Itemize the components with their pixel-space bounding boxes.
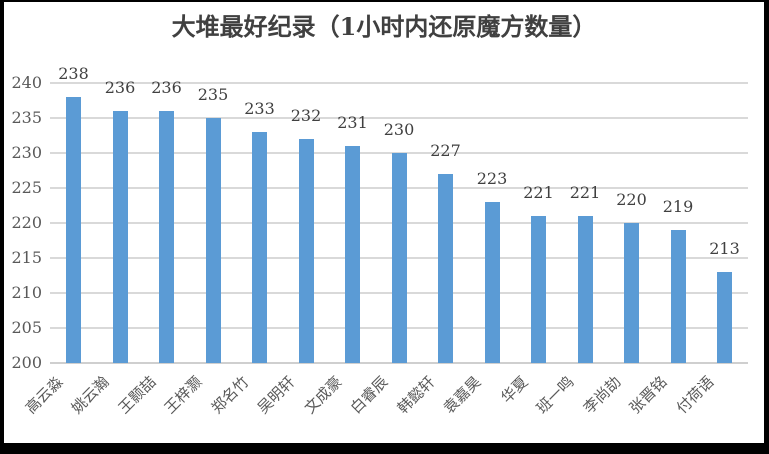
bar [484,202,500,363]
x-category-label: 王梓灏 [160,372,206,418]
bar [624,223,639,363]
bar-value-label: 220 [616,190,647,209]
x-category-label: 吴明轩 [253,372,299,418]
bar-value-label: 232 [290,106,322,125]
gridline [50,82,748,84]
x-category-label: 王颢喆 [114,372,159,418]
y-axis-tick-label: 205 [11,318,42,337]
bar [438,174,453,363]
bar [531,216,546,363]
bar-value-label: 227 [430,141,461,160]
y-axis-tick-label: 220 [11,213,42,232]
x-category-label: 付荷语 [672,372,717,418]
x-category-label: 郑名竹 [207,372,252,418]
x-category-label: 文成豪 [300,372,345,418]
bar [205,118,221,363]
x-category-label: 袁嘉昊 [439,372,485,418]
bar [670,230,686,363]
bar [577,216,593,363]
bar-value-label: 238 [58,64,89,83]
bar [717,272,732,363]
bar [159,111,174,363]
bar-value-label: 233 [244,99,275,118]
y-axis-tick-label: 230 [11,143,42,162]
bar [112,111,128,363]
x-category-label: 高云淼 [21,372,66,418]
x-category-label: 韩懿轩 [393,372,438,418]
bar [66,97,81,363]
bar-value-label: 230 [383,120,415,139]
bar [345,146,360,363]
gridline [50,362,748,364]
chart-title: 大堆最好纪录（1小时内还原魔方数量） [171,12,597,41]
y-axis-tick-label: 225 [11,178,42,197]
x-category-label: 姚云瀚 [67,372,113,418]
bar [391,153,407,363]
bar-value-label: 235 [197,85,229,104]
x-category-label: 班一鸣 [532,372,578,418]
bar-value-label: 221 [523,183,554,202]
x-category-label: 白睿辰 [346,372,392,418]
bar-value-label: 213 [709,239,740,258]
x-category-label: 张晋铭 [625,372,671,418]
bar-value-label: 219 [662,197,694,216]
bar [252,132,267,363]
y-axis-tick-label: 210 [11,283,42,302]
bar-value-label: 236 [151,78,182,97]
plot-area: 240 235 230 225 220 215 210 205 200 238 高云淼 236 姚云瀚 2… [4,2,764,443]
gridline [50,117,748,119]
y-axis-tick-label: 240 [11,73,42,92]
bar-value-label: 221 [569,183,601,202]
y-axis-tick-label: 215 [11,248,42,267]
bar-value-label: 231 [337,113,368,132]
bar-value-label: 223 [476,169,508,188]
bar [298,139,314,363]
x-category-label: 李尚劼 [579,372,624,418]
y-axis-tick-label: 235 [11,108,42,127]
x-category-label: 华夏 [496,372,531,407]
bar-value-label: 236 [104,78,136,97]
y-axis-tick-label: 200 [11,353,42,372]
